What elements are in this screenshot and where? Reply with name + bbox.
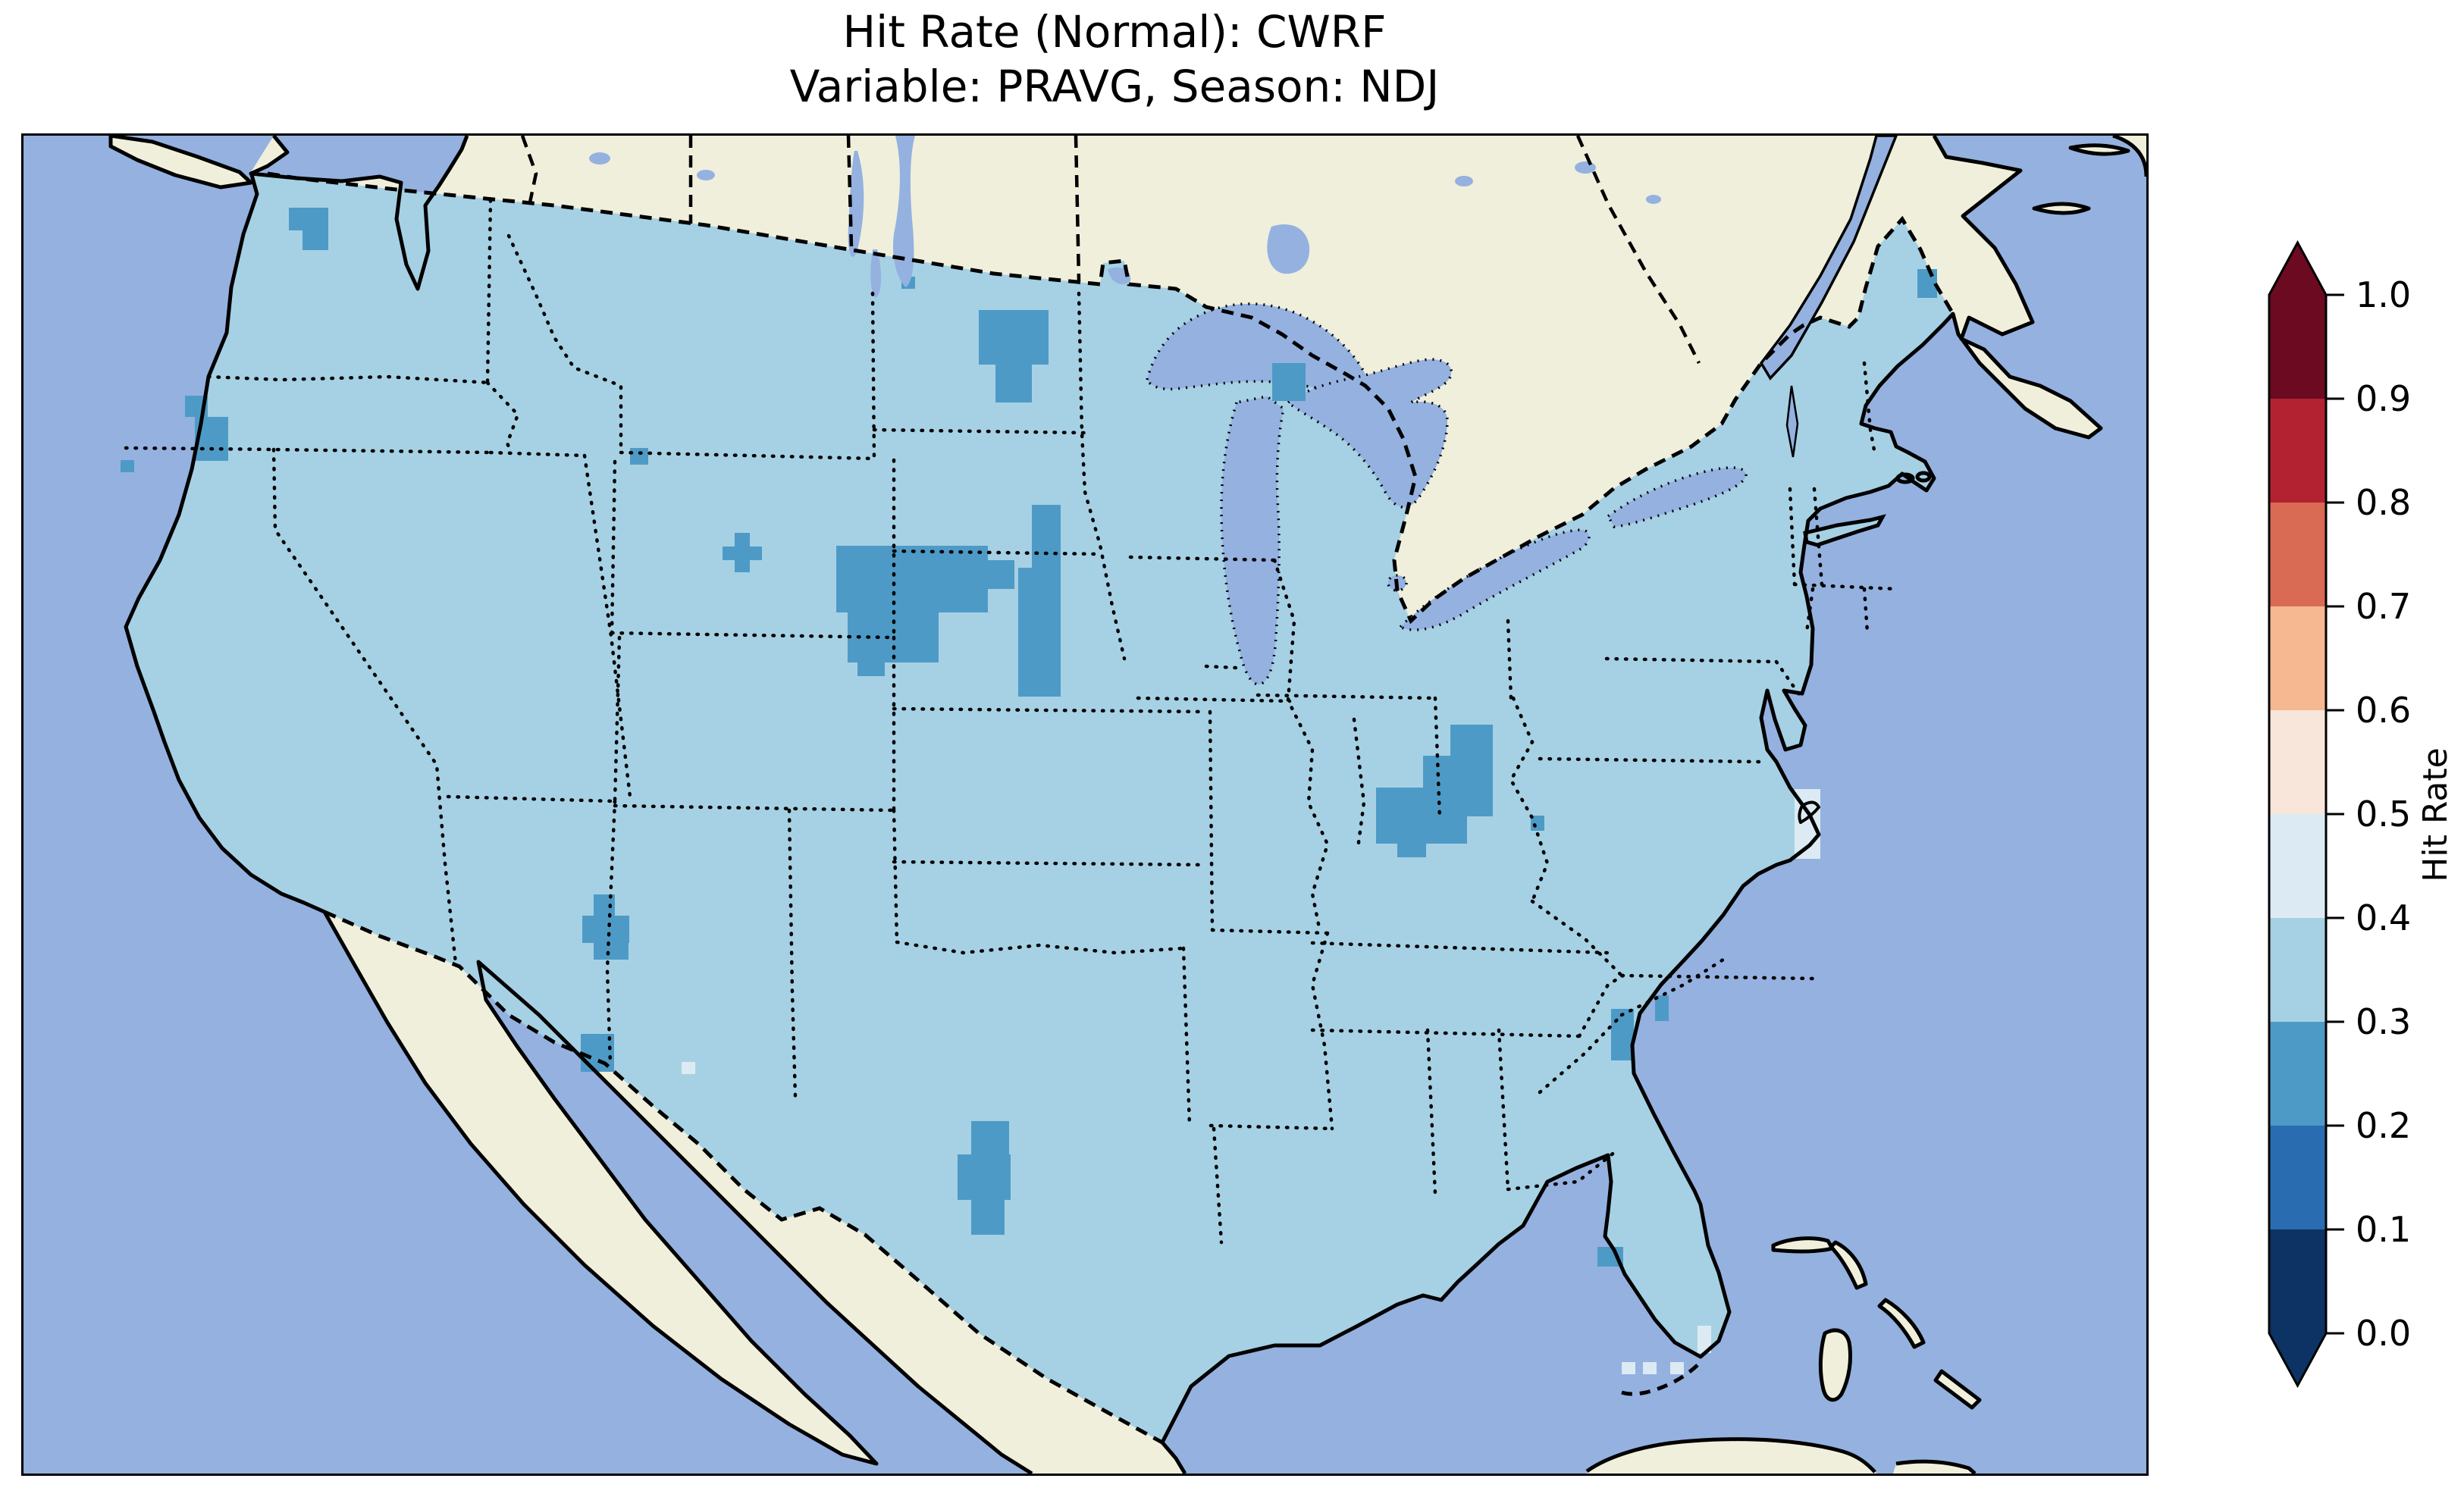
plot-title-line1: Hit Rate (Normal): CWRF [842,6,1387,58]
us-state-borders [124,198,1898,1245]
colorbar-extend-min-arrow [2269,1333,2326,1386]
cuba [1587,1439,1877,1474]
colorbar-tick-label: 0.6 [2356,690,2411,731]
colorbar-tick-label: 0.7 [2356,586,2411,627]
colorbar-segment-0.1-0.2 [2269,1126,2326,1229]
colorbar-segment-0.4-0.5 [2269,814,2326,918]
colorbar-tick-label: 0.5 [2356,794,2411,835]
lakes [1146,302,1799,686]
coastlines [108,136,2146,1474]
colorbar-extend-max-arrow [2269,243,2326,295]
lake-huron [1286,358,1453,509]
colorbar-tick-label: 0.1 [2356,1209,2411,1250]
us-hit-rate-grid [126,172,1953,1442]
lake-superior [1146,302,1372,393]
long-island [1803,514,1886,547]
mackinac-low-cell [1272,363,1306,401]
lake-erie [1398,528,1591,631]
colorbar: 0.0 0.1 0.2 0.3 0.4 0.5 0.6 0.7 0.8 0.9 1.0 Hit Rat… [2240,212,2464,1425]
vancouver-island [111,136,251,187]
bahama-abaco [1831,1242,1866,1288]
colorbar-svg: 0.0 0.1 0.2 0.3 0.4 0.5 0.6 0.7 0.8 0.9 1.0 Hit Rat… [2268,240,2455,1389]
canada-lakes [589,136,1661,298]
lake-michigan [1220,395,1285,686]
lake-winnipeg [892,136,915,287]
colorbar-tick-label: 0.0 [2356,1313,2411,1354]
lake-winnipegosis [848,151,864,257]
colorbar-tick-label: 0.8 [2356,482,2411,523]
colorbar-tick-label: 0.9 [2356,378,2411,419]
plot-title: Hit Rate (Normal): CWRF Variable: PRAVG,… [21,5,2208,114]
colorbar-tick-label: 0.4 [2356,897,2411,938]
colorbar-tick-label: 1.0 [2356,274,2411,315]
lake-manitoba [870,249,882,298]
us-canada-border [267,171,1955,625]
colorbar-segment-0.3-0.4 [2269,918,2326,1022]
lake-champlain [1785,385,1799,458]
canada-province-borders [520,136,1701,365]
plot-title-line2: Variable: PRAVG, Season: NDJ [789,61,1440,112]
florida-keys [1621,1364,1699,1396]
map-svg [24,136,2146,1474]
colorbar-segment-0.7-0.8 [2269,503,2326,606]
st-lawrence-river [1759,136,1898,381]
us-mexico-border [323,910,1164,1445]
bahama-eleuthera [1879,1300,1923,1347]
nantucket [1915,471,1932,483]
colorbar-segment-0-0.1 [2269,1229,2326,1333]
lake-ontario [1606,466,1748,528]
cuba-east [1893,1461,1975,1474]
colorbar-segment-0.6-0.7 [2269,606,2326,710]
lake-nipigon [1267,224,1310,274]
colorbar-segment-0.9-1 [2269,295,2326,399]
map-axes [21,133,2149,1476]
colorbar-segment-0.2-0.3 [2269,1022,2326,1126]
colorbar-tick-label: 0.3 [2356,1001,2411,1042]
national-borders [267,136,1955,1445]
bahama-andros [1820,1330,1851,1400]
marthas-vineyard [1895,472,1915,484]
newfoundland-corner [2113,136,2146,177]
colorbar-axis-label: Hit Rate [2416,747,2455,882]
colorbar-segment-0.8-0.9 [2269,399,2326,503]
bermuda-island [1798,800,1820,824]
colorbar-tick-label: 0.2 [2356,1105,2411,1146]
colorbar-segment-0.5-0.6 [2269,710,2326,814]
bahama-long-island [1936,1371,1980,1408]
